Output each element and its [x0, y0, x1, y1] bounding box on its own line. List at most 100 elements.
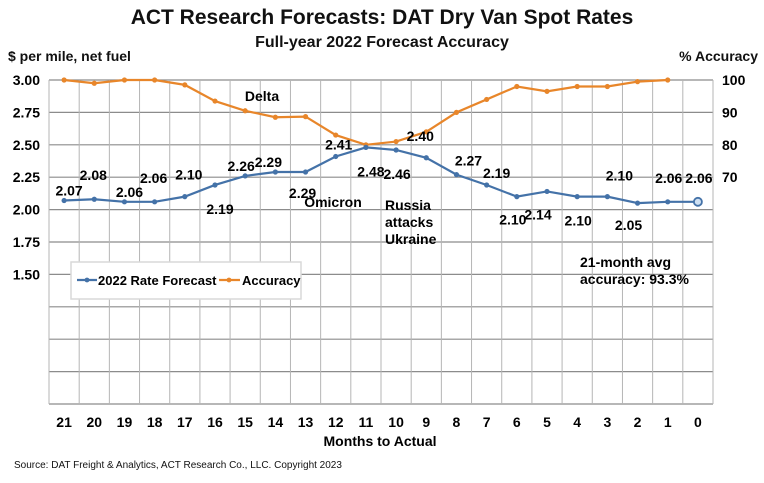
rate-data-label: 2.29: [289, 185, 316, 201]
x-tick-label: 11: [359, 414, 374, 430]
x-tick-label: 10: [388, 414, 404, 430]
rate-data-label: 2.48: [357, 163, 384, 179]
rate-data-label: 2.10: [499, 212, 526, 228]
rate-data-label: 2.40: [407, 128, 434, 144]
accuracy-point: [514, 83, 520, 90]
rate-forecast-point: [242, 173, 248, 179]
rate-forecast-point: [333, 153, 339, 160]
rate-forecast-point: [423, 155, 429, 161]
rate-forecast-point: [152, 199, 158, 205]
chart-title: ACT Research Forecasts: DAT Dry Van Spot…: [130, 6, 634, 29]
annotation-russia: Russia: [385, 197, 431, 213]
accuracy-point: [484, 96, 490, 103]
x-tick-label: 4: [573, 414, 581, 430]
accuracy-point: [61, 77, 67, 83]
x-tick-label: 0: [694, 414, 702, 430]
legend-label-rate: 2022 Rate Forecast: [98, 273, 217, 288]
y2-axis-label: % Accuracy: [679, 48, 758, 64]
rate-forecast-point: [665, 199, 671, 205]
accuracy-point: [604, 83, 610, 90]
annotation-avg-accuracy: accuracy: 93.3%: [580, 271, 690, 287]
rate-data-label: 2.06: [655, 170, 682, 186]
rate-forecast-point: [363, 144, 369, 150]
accuracy-point: [453, 109, 460, 115]
x-tick-label: 19: [117, 414, 133, 430]
rate-forecast-point: [61, 197, 67, 204]
y-tick-label: 2.50: [13, 137, 40, 153]
x-tick-label: 21: [56, 414, 72, 430]
y-tick-label: 1.50: [13, 266, 40, 282]
accuracy-point: [634, 79, 641, 85]
x-tick-label: 7: [483, 414, 491, 430]
rate-data-label: 2.19: [206, 201, 233, 217]
rate-data-label: 2.19: [483, 165, 510, 181]
y2-tick-label: 80: [722, 137, 738, 153]
accuracy-point: [121, 77, 128, 83]
y-tick-label: 2.25: [13, 169, 40, 185]
rate-data-label: 2.41: [325, 136, 352, 152]
x-tick-label: 2: [634, 414, 642, 430]
accuracy-point: [423, 129, 429, 135]
legend: [70, 261, 302, 300]
accuracy-point: [212, 98, 218, 104]
rate-data-label: 2.08: [80, 167, 107, 183]
annotation-russia: Ukraine: [385, 231, 437, 247]
rate-forecast-point: [453, 172, 460, 178]
rate-forecast-point: [272, 169, 278, 175]
rate-data-label: 2.29: [255, 154, 282, 170]
accuracy-point: [665, 77, 671, 83]
annotation-delta: Delta: [245, 88, 279, 104]
x-tick-label: 20: [86, 414, 102, 430]
accuracy-point: [152, 77, 158, 83]
rate-forecast-point: [302, 169, 309, 175]
rate-forecast-point: [574, 194, 580, 200]
accuracy-point: [91, 80, 97, 86]
rate-forecast-point: [693, 196, 703, 207]
x-axis-title: Months to Actual: [323, 433, 436, 449]
y-tick-label: 2.75: [13, 104, 40, 120]
rate-forecast-point: [121, 199, 128, 205]
x-tick-label: 16: [207, 414, 223, 430]
x-tick-label: 17: [177, 414, 193, 430]
accuracy-point: [302, 114, 309, 120]
rate-data-label: 2.46: [383, 166, 410, 182]
rate-forecast-point: [212, 182, 218, 188]
rate-data-label: 2.10: [565, 213, 592, 229]
annotation-russia: attacks: [385, 214, 433, 230]
rate-data-label: 2.06: [140, 170, 167, 186]
legend-marker-accuracy: [226, 277, 232, 283]
y-tick-label: 2.00: [13, 202, 40, 218]
rate-data-label: 2.06: [685, 170, 712, 186]
y-tick-label: 1.75: [13, 234, 40, 250]
x-tick-label: 8: [453, 414, 461, 430]
accuracy-point: [393, 138, 399, 145]
accuracy-point: [242, 108, 248, 114]
rate-forecast-line: [64, 146, 698, 205]
rate-data-label: 2.14: [524, 206, 551, 222]
accuracy-point: [182, 82, 188, 88]
chart-subtitle: Full-year 2022 Forecast Accuracy: [255, 34, 509, 51]
rate-data-label: 2.05: [615, 217, 642, 233]
accuracy-point: [544, 88, 550, 94]
accuracy-point: [333, 132, 339, 138]
y-tick-label: 3.00: [13, 72, 40, 88]
legend-marker-rate: [84, 277, 90, 283]
rate-data-label: 2.06: [116, 184, 143, 200]
x-tick-label: 3: [603, 414, 611, 430]
x-tick-label: 12: [328, 414, 344, 430]
x-tick-label: 14: [268, 414, 284, 430]
x-tick-label: 1: [664, 414, 672, 430]
y2-tick-label: 70: [722, 169, 738, 185]
rate-data-label: 2.26: [228, 158, 255, 174]
x-tick-label: 15: [237, 414, 253, 430]
rate-forecast-point: [484, 182, 490, 188]
rate-forecast-point: [634, 200, 641, 206]
rate-forecast-point: [91, 196, 97, 202]
rate-forecast-point: [393, 147, 399, 153]
rate-forecast-point: [544, 188, 550, 195]
rate-data-label: 2.07: [55, 183, 82, 199]
x-tick-label: 18: [147, 414, 163, 430]
y2-tick-label: 90: [722, 104, 738, 120]
accuracy-point: [272, 114, 278, 120]
